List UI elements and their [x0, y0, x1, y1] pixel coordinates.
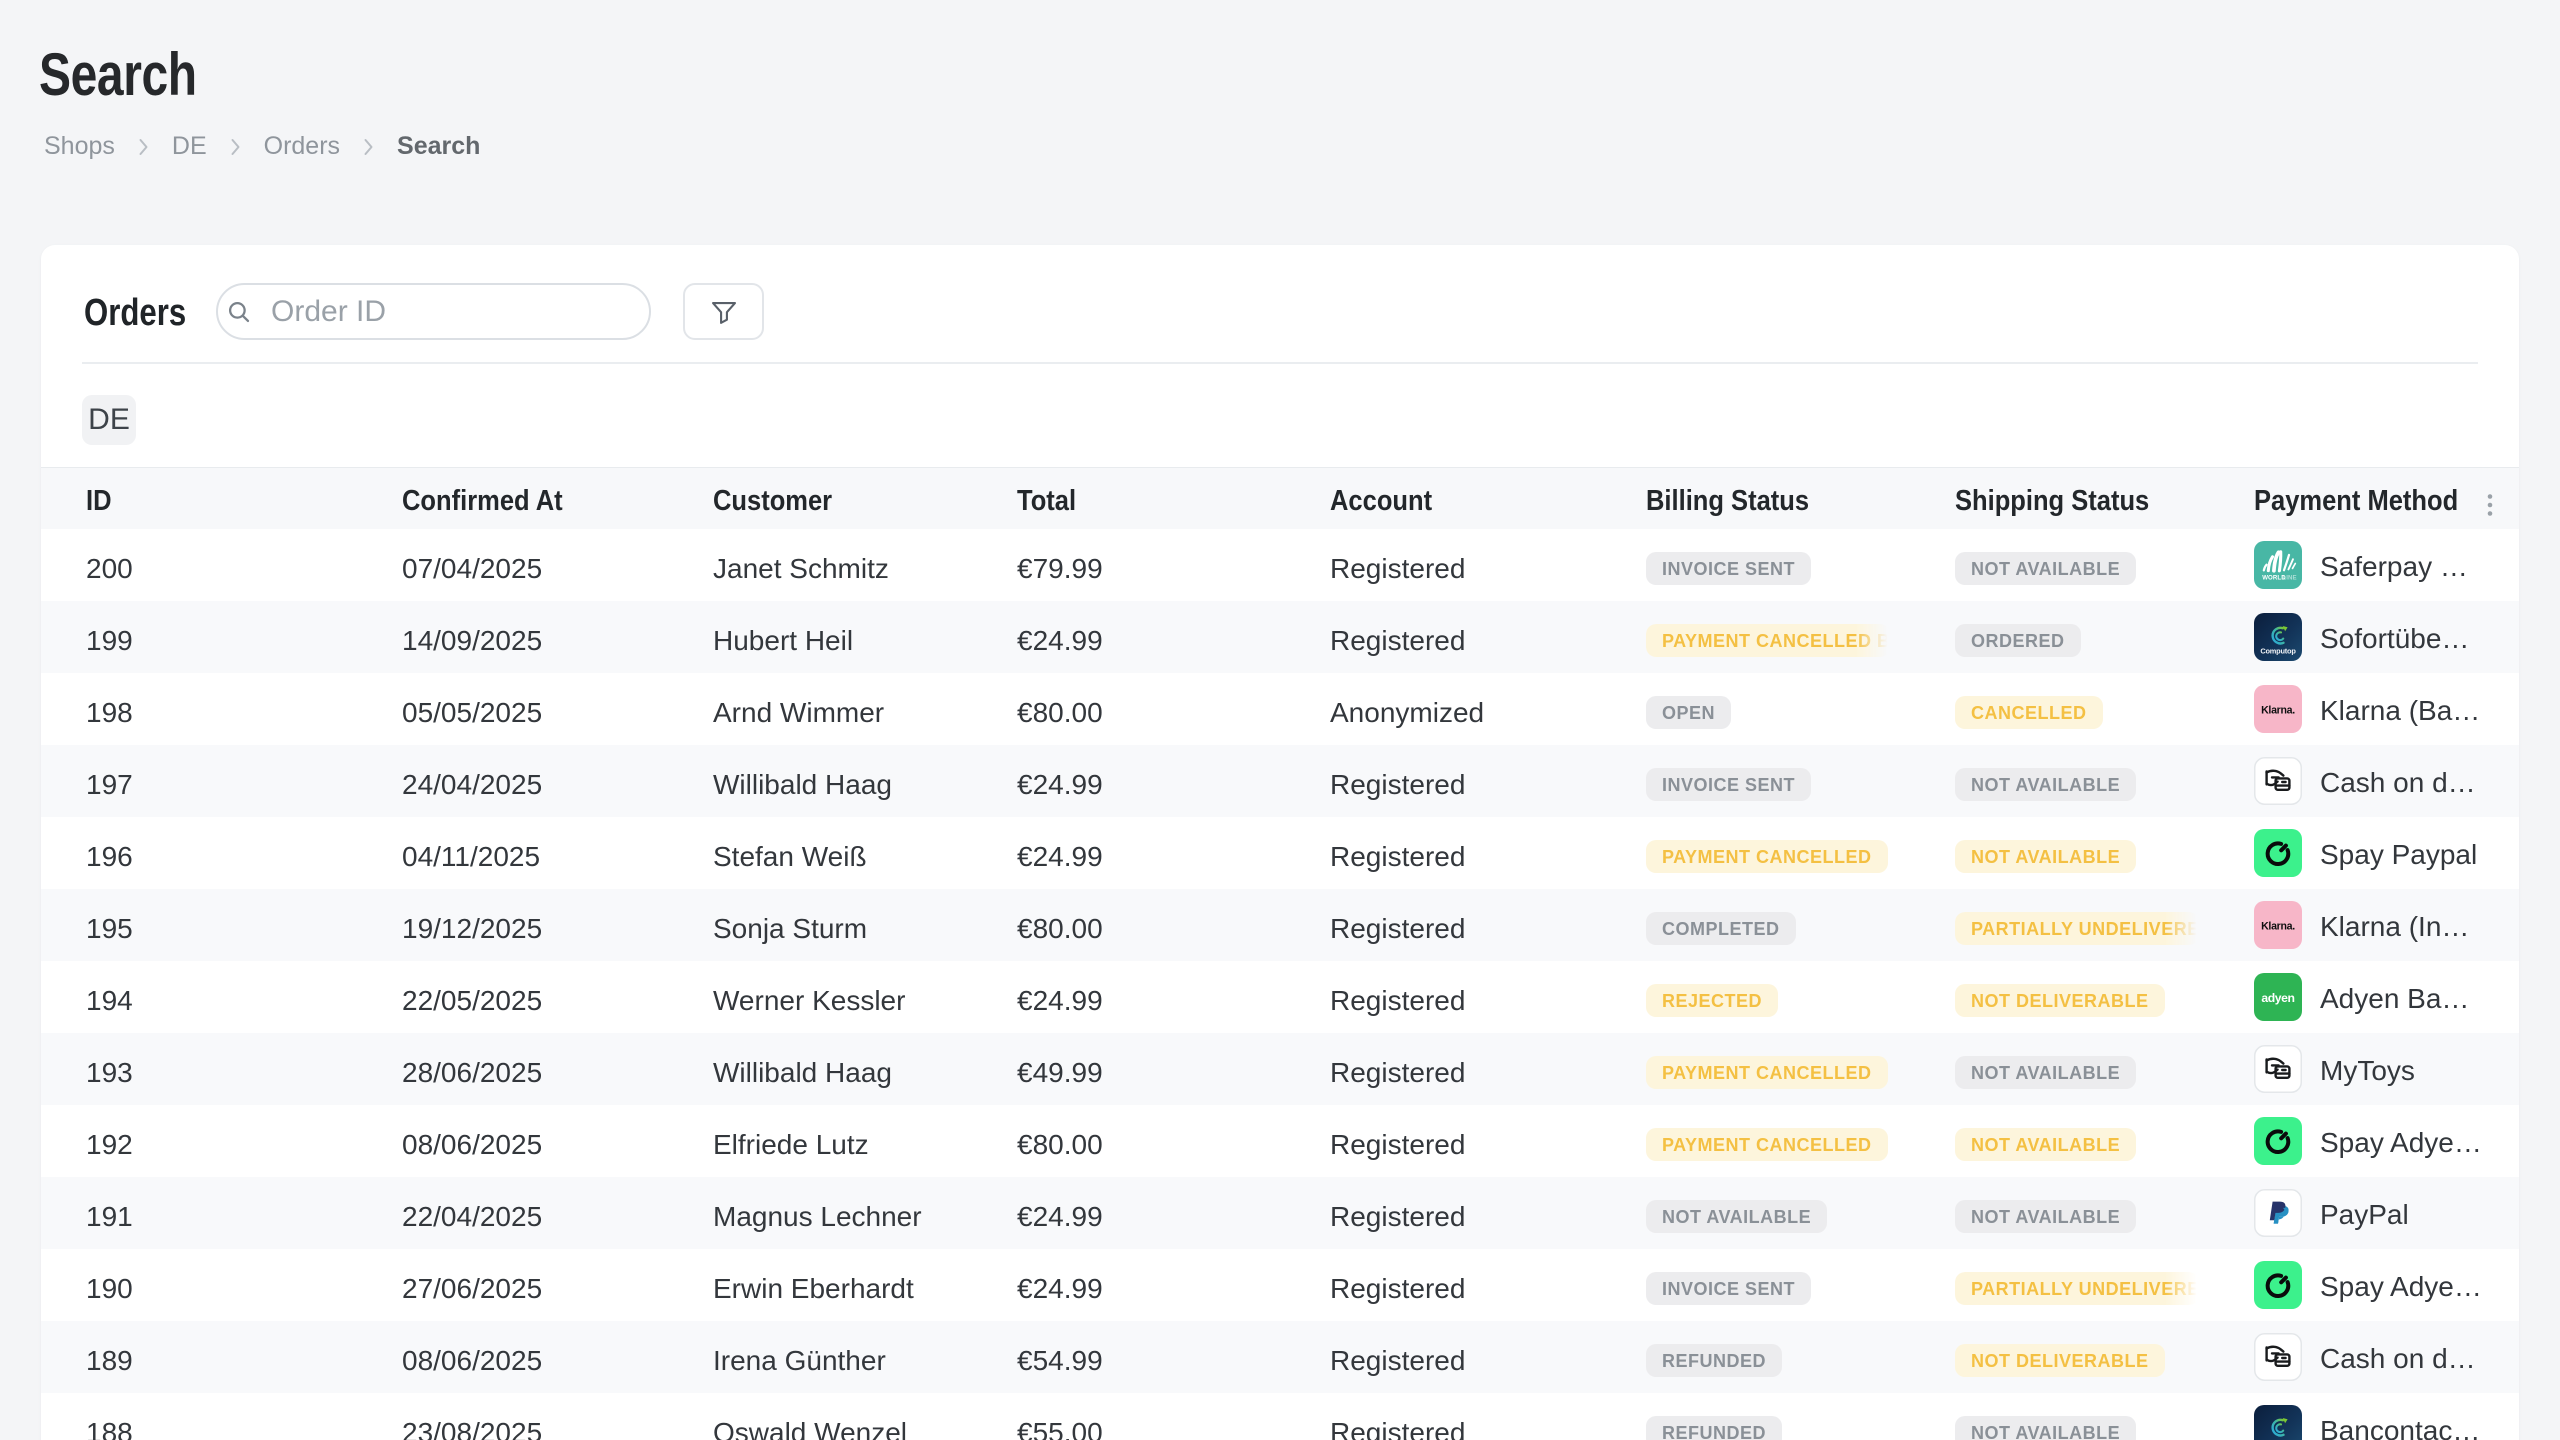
svg-text:Klarna.: Klarna.: [2261, 705, 2295, 717]
svg-text:WORLD: WORLD: [2262, 574, 2286, 581]
svg-text:Computop: Computop: [2260, 646, 2296, 655]
svg-text:Klarna.: Klarna.: [2261, 921, 2295, 933]
svg-text:adyen: adyen: [2261, 991, 2294, 1005]
svg-text:Computop: Computop: [2260, 1438, 2296, 1440]
svg-text:LINE: LINE: [2282, 574, 2296, 581]
